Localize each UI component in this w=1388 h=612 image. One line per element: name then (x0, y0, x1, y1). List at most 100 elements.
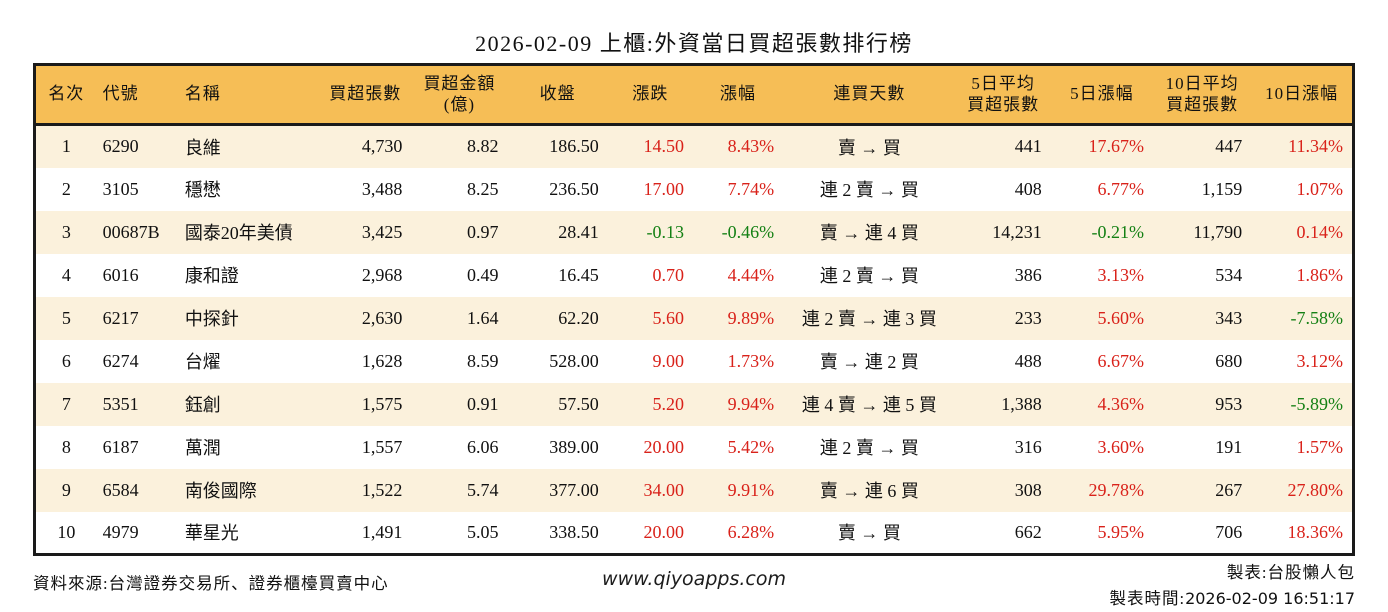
cell-close: 186.50 (549, 136, 599, 157)
cell-code: 6274 (102, 350, 139, 371)
cell-close: 528.00 (549, 350, 599, 371)
cell-net_buy_amount: 5.74 (467, 479, 499, 500)
cell-name: 良維 (184, 137, 221, 158)
cell-net_buy_amount: 0.91 (467, 393, 499, 414)
cell-close: 236.50 (549, 178, 599, 199)
cell-code: 6187 (102, 436, 139, 457)
cell-name: 康和證 (184, 266, 239, 286)
cell-streak: 賣 → 連 6 買 (819, 481, 919, 501)
cell-change_pct: 1.73% (727, 350, 775, 371)
cell-net_buy_volume: 2,630 (361, 307, 403, 328)
footer-maker: 製表:台股懶人包 (1226, 563, 1355, 582)
cell-net_buy_volume: 4,730 (361, 136, 403, 157)
cell-change: 34.00 (643, 479, 684, 500)
page-title: 2026-02-09 上櫃:外資當日買超張數排行榜 (475, 31, 913, 56)
cell-code: 6217 (102, 307, 139, 328)
cell-rank: 5 (61, 307, 71, 328)
cell-avg10_volume: 953 (1215, 393, 1243, 414)
footer-made-time-label: 製表時間: (1109, 588, 1186, 608)
cell-streak: 連 4 賣 → 連 5 買 (801, 395, 937, 415)
header-cell-rank: 名次 (34, 64, 97, 126)
cell-change_pct: 5.42% (727, 436, 775, 457)
cell-avg5_volume: 441 (1014, 136, 1042, 157)
table-row: 10 4979 華星光 1,491 5.05 338.50 20.00 6.28% 賣 → 買 6… (34, 511, 1354, 555)
cell-name: 萬潤 (184, 438, 221, 458)
table-row: 5 6217 中探針 2,630 1.64 62.20 5.60 9.89% 連 2 賣 → 連… (34, 296, 1354, 340)
cell-pct10: 3.12% (1296, 350, 1344, 371)
footer-made-time-line: 製表時間:2026-02-09 16:51:17 (1109, 586, 1355, 612)
footer-data-source: 資料來源:台灣證券交易所、證券櫃檯買賣中心 (33, 574, 389, 593)
cell-rank: 7 (61, 393, 71, 414)
cell-streak: 連 2 賣 → 買 (819, 180, 919, 200)
cell-avg5_volume: 308 (1014, 479, 1042, 500)
cell-net_buy_amount: 8.82 (467, 136, 499, 157)
cell-change: -0.13 (646, 221, 684, 242)
cell-pct5: 4.36% (1097, 393, 1144, 414)
cell-avg5_volume: 316 (1014, 436, 1042, 457)
cell-net_buy_amount: 5.05 (467, 521, 499, 542)
header-cell-code: 代號 (96, 64, 179, 126)
cell-close: 57.50 (558, 393, 599, 414)
footer-website-url: www.qiyoapps.com (602, 568, 786, 590)
table-row: 6 6274 台燿 1,628 8.59 528.00 9.00 1.73% 賣 → 連 2 買… (34, 339, 1354, 383)
cell-close: 62.20 (558, 307, 599, 328)
table-header-row: 名次 代號 名稱 買超張數 買超金額 (億) 收盤 漲跌 漲幅 連買天數 5日平均 買超張數 5日漲… (34, 64, 1354, 126)
header-cell-pct5: 5日漲幅 (1050, 64, 1153, 126)
cell-pct5: 3.60% (1097, 436, 1144, 457)
cell-streak: 賣 → 買 (837, 137, 901, 158)
ranking-table-body: 1 6290 良維 4,730 8.82 186.50 14.50 8.43% 賣 → 買 441… (34, 124, 1354, 555)
header-cell-pct10: 10日漲幅 (1251, 64, 1354, 126)
cell-net_buy_amount: 1.64 (467, 307, 499, 328)
cell-avg10_volume: 534 (1215, 264, 1243, 285)
cell-rank: 3 (61, 221, 71, 242)
cell-avg10_volume: 267 (1215, 479, 1243, 500)
cell-avg5_volume: 386 (1014, 264, 1042, 285)
cell-change_pct: 7.74% (727, 178, 775, 199)
cell-change: 5.20 (652, 393, 684, 414)
cell-net_buy_amount: 8.25 (467, 178, 499, 199)
footer-made-time-value: 2026-02-09 16:51:17 (1185, 588, 1355, 608)
cell-pct5: 17.67% (1088, 136, 1144, 157)
footer-maker-block: 製表:台股懶人包 製表時間:2026-02-09 16:51:17 (1109, 560, 1355, 611)
cell-rank: 9 (61, 479, 71, 500)
cell-close: 389.00 (549, 436, 599, 457)
header-cell-close: 收盤 (507, 64, 608, 126)
cell-pct5: 5.95% (1097, 521, 1144, 542)
header-cell-name: 名稱 (178, 64, 320, 126)
cell-net_buy_volume: 1,557 (361, 436, 403, 457)
cell-name: 南俊國際 (184, 481, 257, 501)
header-cell-net_buy_amount: 買超金額 (億) (411, 64, 508, 126)
cell-streak: 賣 → 連 4 買 (819, 223, 919, 243)
cell-change_pct: 4.44% (727, 264, 775, 285)
cell-pct10: 11.34% (1288, 136, 1343, 157)
header-cell-change_pct: 漲幅 (692, 64, 784, 126)
cell-rank: 4 (61, 264, 71, 285)
cell-pct10: 1.07% (1296, 178, 1344, 199)
cell-name: 穩懋 (184, 180, 221, 200)
cell-avg5_volume: 233 (1014, 307, 1042, 328)
cell-streak: 賣 → 買 (837, 523, 901, 544)
cell-name: 台燿 (184, 352, 221, 372)
cell-net_buy_volume: 1,522 (361, 479, 403, 500)
cell-name: 華星光 (184, 523, 239, 544)
cell-avg5_volume: 408 (1014, 178, 1042, 199)
cell-avg10_volume: 447 (1215, 136, 1243, 157)
cell-code: 6290 (102, 136, 139, 157)
cell-code: 5351 (102, 393, 139, 414)
cell-avg10_volume: 680 (1215, 350, 1243, 371)
cell-avg5_volume: 14,231 (992, 221, 1042, 242)
cell-net_buy_volume: 3,488 (361, 178, 403, 199)
cell-avg10_volume: 191 (1215, 436, 1243, 457)
table-row: 7 5351 鈺創 1,575 0.91 57.50 5.20 9.94% 連 4 賣 → 連 … (34, 382, 1354, 426)
cell-close: 377.00 (549, 479, 599, 500)
cell-avg5_volume: 488 (1014, 350, 1042, 371)
cell-pct10: -7.58% (1290, 307, 1344, 328)
cell-change: 9.00 (652, 350, 684, 371)
cell-net_buy_volume: 3,425 (361, 221, 403, 242)
cell-pct10: 1.86% (1296, 264, 1344, 285)
cell-net_buy_volume: 1,491 (361, 521, 403, 542)
cell-avg5_volume: 1,388 (1001, 393, 1042, 414)
table-row: 3 00687B 國泰20年美債 3,425 0.97 28.41 -0.13 -0.46% 賣… (34, 210, 1354, 254)
cell-code: 00687B (102, 221, 160, 242)
cell-streak: 連 2 賣 → 連 3 買 (801, 309, 937, 329)
